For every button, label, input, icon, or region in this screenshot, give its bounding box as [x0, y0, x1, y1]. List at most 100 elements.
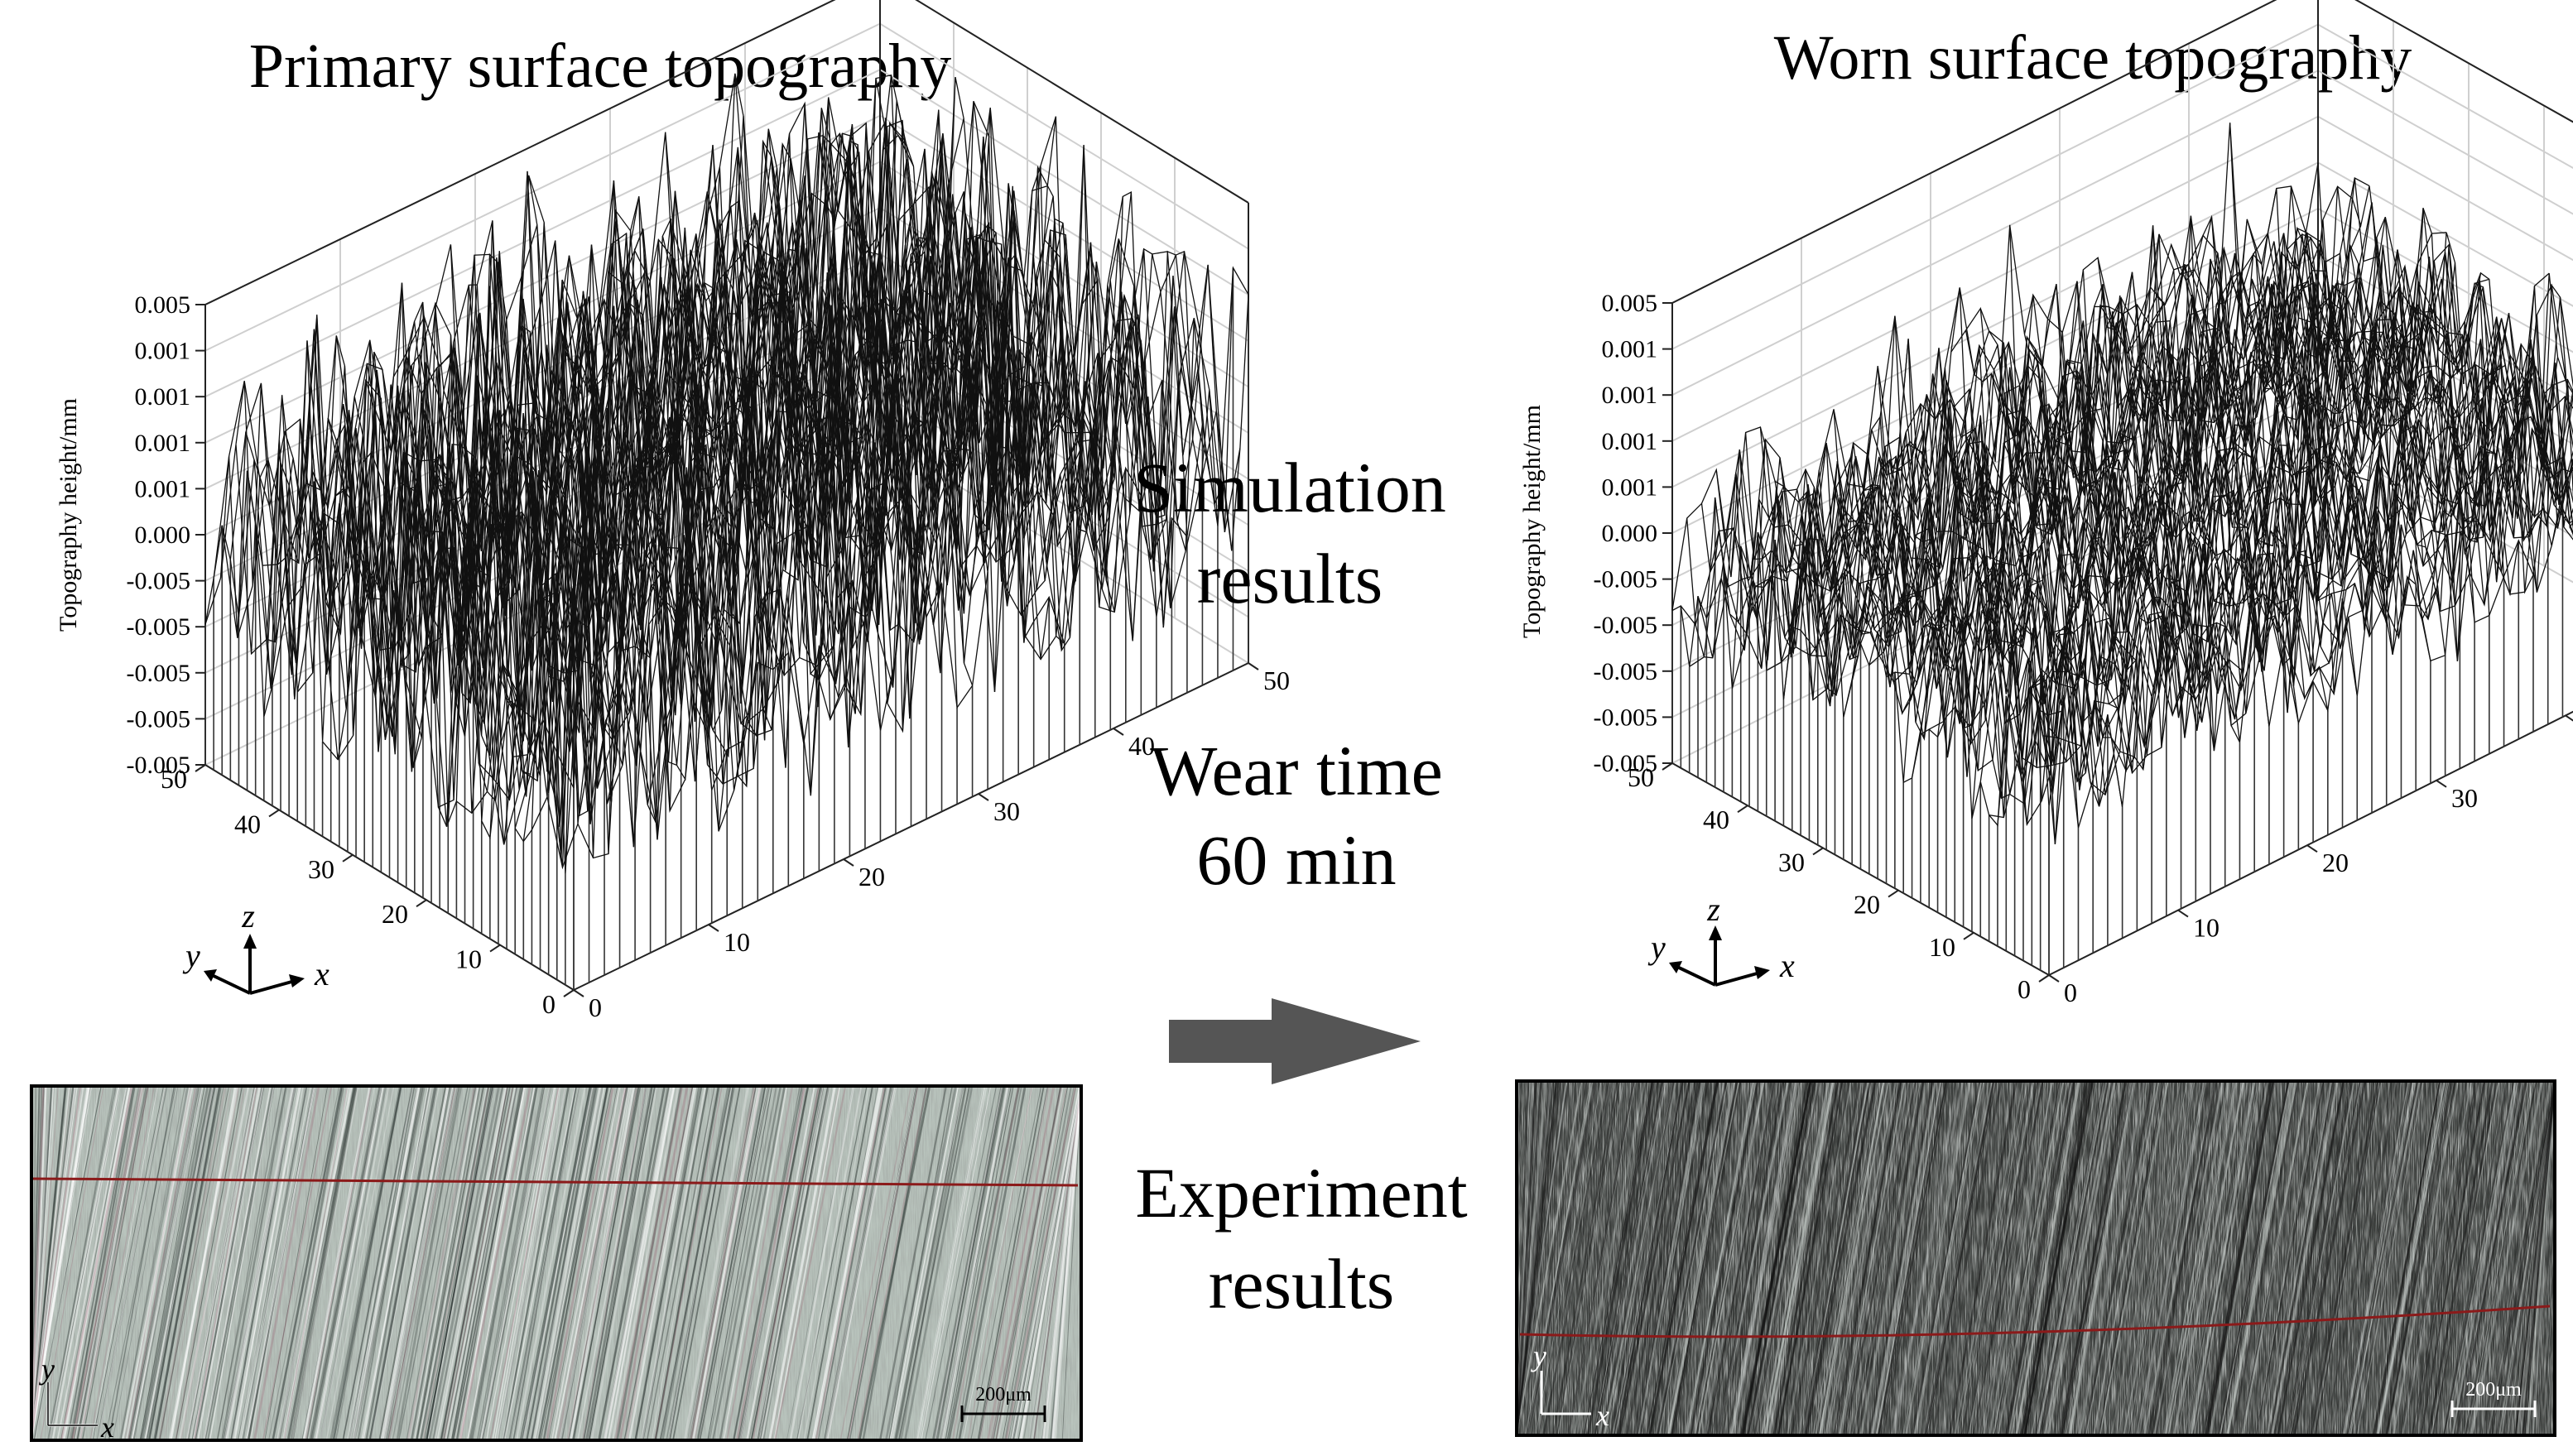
- left-mesh-line: [372, 185, 1048, 737]
- left-y-tick-label: 20: [382, 899, 408, 929]
- right-mesh-line: [1740, 202, 2388, 639]
- streaksR-streak: [2083, 1082, 2153, 1434]
- streaksL-streak: [1042, 1087, 1083, 1439]
- streaksR-streak: [1994, 1082, 2061, 1434]
- streaksL-streak: [502, 1087, 566, 1439]
- streaksL-streak: [31, 1087, 92, 1439]
- streaksR-streak: [2269, 1082, 2334, 1434]
- streaksL-streak: [347, 1087, 414, 1439]
- right-x-tick-label: 0: [2064, 978, 2077, 1007]
- streaksR-streak: [2132, 1082, 2201, 1434]
- streaksL-streak: [407, 1087, 479, 1439]
- streaksL-streak: [817, 1087, 887, 1439]
- streaksL-streak: [129, 1087, 199, 1439]
- streaksL-streak: [684, 1087, 749, 1439]
- streaksL-streak: [122, 1087, 194, 1439]
- streaksL-streak: [541, 1087, 612, 1439]
- streaksR-streak: [2374, 1082, 2441, 1434]
- streaksR-streak: [2481, 1082, 2548, 1434]
- streaksL-streak: [353, 1087, 421, 1439]
- right-z-tick-label: -0.005: [1594, 750, 1658, 777]
- right-y-tick: [1737, 805, 1748, 814]
- streaksL-streak: [690, 1087, 757, 1439]
- streaksL-streak: [291, 1087, 359, 1439]
- streaksR-streak: [1694, 1082, 1764, 1434]
- left-indicator-x-head: [289, 974, 305, 987]
- right-y-tick-label: 10: [1929, 932, 1955, 962]
- streaksR-streak: [2185, 1082, 2251, 1434]
- streaksL-streak: [858, 1087, 931, 1439]
- streaksR-streak: [2023, 1082, 2094, 1434]
- streaksL-streak: [530, 1087, 597, 1439]
- right-z-tick-label: 0.001: [1602, 428, 1658, 455]
- streaksL-streak: [89, 1087, 155, 1439]
- streaksL-streak: [291, 1087, 358, 1439]
- streaksL-streak: [1012, 1087, 1082, 1439]
- streaksR-streak: [2168, 1082, 2238, 1434]
- streaksR-streak: [1806, 1082, 1877, 1434]
- streaksL-streak: [73, 1087, 142, 1439]
- streaksR-streak: [2414, 1082, 2479, 1434]
- left-indicator-y-head: [204, 969, 217, 982]
- streaksR-streak: [1732, 1082, 1798, 1434]
- streaksR-streak: [2167, 1082, 2239, 1434]
- streaksL-streak: [1028, 1087, 1082, 1439]
- streaksL-streak: [112, 1087, 179, 1439]
- streaksR-streak: [1739, 1082, 1812, 1434]
- streaksR-streak: [2085, 1082, 2157, 1434]
- streaksL-streak: [1028, 1087, 1082, 1439]
- streaksR-streak: [1515, 1082, 1546, 1434]
- streaksR-streak: [1764, 1082, 1834, 1434]
- streaksR-streak: [2128, 1082, 2194, 1434]
- streaksL-streak: [751, 1087, 821, 1439]
- streaksL-streak: [935, 1087, 1003, 1439]
- streaksL-streak: [383, 1087, 455, 1439]
- left-mesh-line: [573, 266, 1249, 814]
- streaksL-streak: [378, 1087, 446, 1439]
- streaksR-streak: [2502, 1082, 2556, 1434]
- streaksL-streak: [577, 1087, 647, 1439]
- streaksL-streak: [30, 1087, 45, 1439]
- streaksR-streak: [2205, 1082, 2272, 1434]
- streaksL-streak: [424, 1087, 492, 1439]
- streaksL-streak: [977, 1087, 1045, 1439]
- streaksL-streak: [221, 1087, 287, 1439]
- streaksL-streak: [789, 1087, 854, 1439]
- streaksR-streak: [1804, 1082, 1871, 1434]
- streaksL-streak: [614, 1087, 683, 1439]
- streaksL-streak: [768, 1087, 836, 1439]
- right-y-tick-label: 40: [1703, 805, 1729, 834]
- streaksL-streak: [707, 1087, 772, 1439]
- streaksL-streak: [543, 1087, 608, 1439]
- streaksL-streak: [1033, 1087, 1082, 1439]
- streaksR-streak: [1729, 1082, 1796, 1434]
- streaksR-streak: [2348, 1082, 2415, 1434]
- streaksL-streak: [995, 1087, 1061, 1439]
- streaksL-streak: [383, 1087, 454, 1439]
- streaksL-streak: [272, 1087, 343, 1439]
- streaksR-streak: [1799, 1082, 1863, 1434]
- streaksL-streak: [995, 1087, 1067, 1439]
- streaksL-streak: [826, 1087, 895, 1439]
- streaksL-streak: [370, 1087, 440, 1439]
- streaksL-streak: [945, 1087, 1010, 1439]
- streaksL-streak: [568, 1087, 637, 1439]
- streaksR-streak: [1749, 1082, 1819, 1434]
- streaksL-streak: [698, 1087, 769, 1439]
- streaksL-streak: [1045, 1087, 1083, 1439]
- streaksL-streak: [530, 1087, 599, 1439]
- streaksL-streak: [31, 1087, 66, 1439]
- streaksR-streak: [2255, 1082, 2324, 1434]
- streaksR-streak: [1603, 1082, 1676, 1434]
- streaksR-streak: [2388, 1082, 2454, 1434]
- right-micrograph-streaks: [1515, 1082, 2556, 1434]
- streaksL-streak: [238, 1087, 308, 1439]
- streaksR-streak: [2164, 1082, 2237, 1434]
- streaksR-streak: [1539, 1082, 1607, 1434]
- right-x-tick: [2306, 844, 2318, 853]
- streaksL-streak: [97, 1087, 166, 1439]
- right-micro-y-label: y: [1531, 1339, 1546, 1372]
- wear-time-label-line1: Wear time: [1150, 731, 1443, 810]
- streaksL-streak: [1051, 1087, 1083, 1439]
- streaksR-streak: [1923, 1082, 1989, 1434]
